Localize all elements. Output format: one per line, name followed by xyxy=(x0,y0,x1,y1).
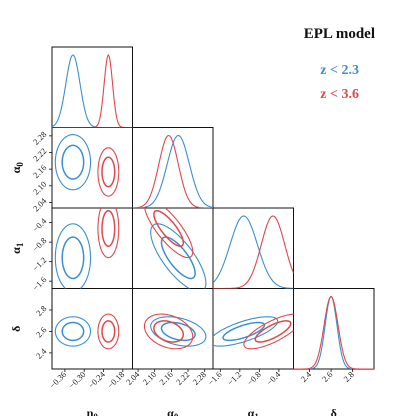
contour-alpha1-delta-1sigma-series-0 xyxy=(222,321,266,342)
contour-alpha0-alpha1-1sigma-series-0 xyxy=(160,236,196,280)
ytick-label-alpha0: 2.28 xyxy=(31,129,49,147)
panel-alpha0-alpha0 xyxy=(132,127,214,209)
marginal-delta-series-0 xyxy=(293,295,374,369)
ytick-label-alpha0: 2.22 xyxy=(31,146,49,164)
ylabel-alpha0: α0 xyxy=(9,162,25,174)
ytick-label-delta: 2.4 xyxy=(34,346,49,361)
panel-eta0-eta0 xyxy=(51,46,133,128)
ytick-label-delta: 2.6 xyxy=(34,325,49,340)
contour-alpha1-delta-1sigma-series-1 xyxy=(254,320,292,343)
ytick-label-alpha0: 2.16 xyxy=(31,162,49,180)
xtick-label-alpha0: 2.10 xyxy=(141,369,159,387)
contour-alpha0-delta-2sigma-series-1 xyxy=(143,313,194,350)
xtick-label-eta0: −0.36 xyxy=(47,369,68,390)
chart-title: EPL model xyxy=(304,26,375,42)
marginal-eta0-series-0 xyxy=(52,54,133,128)
legend: z < 2.3 z < 3.6 xyxy=(320,63,359,102)
contour-alpha0-alpha1-1sigma-series-1 xyxy=(153,209,185,247)
axis-labels-layer: η0 α0 α1 δ α0 α1 δ xyxy=(9,162,337,416)
contour-eta0-delta-2sigma-series-1 xyxy=(97,313,120,350)
marginal-delta-series-1 xyxy=(293,295,374,369)
xtick-label-alpha1: −1.2 xyxy=(225,369,243,387)
contour-alpha0-delta-1sigma-series-0 xyxy=(160,321,196,342)
marginal-alpha1-series-1 xyxy=(213,215,294,289)
panel-delta-eta0 xyxy=(51,288,133,370)
panel-alpha1-alpha1 xyxy=(212,207,294,289)
ylabel-alpha1: α1 xyxy=(9,242,25,254)
ytick-label-alpha0: 2.04 xyxy=(31,195,49,213)
xlabel-eta0: η0 xyxy=(87,406,99,416)
legend-entry-series-1: z < 3.6 xyxy=(320,87,359,102)
marginal-alpha0-series-1 xyxy=(132,134,213,208)
contour-eta0-alpha0-1sigma-series-0 xyxy=(61,144,85,180)
xtick-label-eta0: −0.30 xyxy=(67,369,88,390)
ytick-label-alpha1: −1.2 xyxy=(30,255,48,273)
contour-eta0-alpha1-1sigma-series-0 xyxy=(61,236,85,280)
contour-eta0-delta-1sigma-series-0 xyxy=(61,321,85,342)
panel-delta-delta xyxy=(293,288,375,370)
contour-alpha1-delta-2sigma-series-0 xyxy=(213,316,279,347)
panel-alpha1-alpha0 xyxy=(132,207,214,289)
xlabel-alpha1: α1 xyxy=(248,406,260,416)
curves-layer xyxy=(52,54,374,369)
contour-alpha0-delta-1sigma-series-1 xyxy=(153,320,185,343)
xtick-label-alpha1: −0.8 xyxy=(245,369,263,387)
marginal-alpha1-series-0 xyxy=(213,215,294,289)
ytick-label-delta: 2.8 xyxy=(34,303,49,318)
marginal-eta0-series-1 xyxy=(52,54,133,128)
contour-eta0-alpha1-1sigma-series-1 xyxy=(101,209,116,247)
xtick-label-eta0: −0.24 xyxy=(86,369,108,391)
contour-eta0-alpha1-2sigma-series-1 xyxy=(97,208,120,259)
ytick-label-alpha1: −1.6 xyxy=(30,275,48,293)
legend-entry-series-0: z < 2.3 xyxy=(320,63,359,78)
xtick-label-delta: 2.8 xyxy=(341,369,356,384)
contour-alpha1-delta-2sigma-series-1 xyxy=(243,313,294,350)
xtick-label-delta: 2.6 xyxy=(320,369,335,384)
ylabel-delta: δ xyxy=(9,326,23,332)
contour-eta0-alpha0-2sigma-series-1 xyxy=(97,147,120,197)
xlabel-alpha0: α0 xyxy=(167,406,179,416)
contour-eta0-delta-2sigma-series-0 xyxy=(54,316,92,347)
ytick-label-alpha1: −0.4 xyxy=(30,215,49,234)
xtick-label-alpha1: −0.4 xyxy=(264,369,283,388)
contour-eta0-alpha0-1sigma-series-1 xyxy=(101,156,116,188)
xtick-label-alpha0: 2.04 xyxy=(124,369,142,387)
contour-eta0-alpha0-2sigma-series-0 xyxy=(54,134,92,191)
contour-alpha0-delta-2sigma-series-0 xyxy=(150,316,207,347)
ytick-label-alpha1: −0.8 xyxy=(30,235,48,253)
ticks-layer: −0.36−0.30−0.24−0.182.04 2.10 2.16 2.22 2.28… xyxy=(30,129,356,390)
xtick-label-alpha0: 2.28 xyxy=(190,369,208,387)
xtick-label-alpha0: 2.16 xyxy=(157,369,175,387)
panel-alpha0-eta0 xyxy=(51,127,133,209)
marginal-alpha0-series-0 xyxy=(132,134,213,208)
contour-eta0-alpha1-2sigma-series-0 xyxy=(54,223,92,289)
ytick-label-alpha0: 2.10 xyxy=(31,179,49,197)
contour-alpha0-alpha1-2sigma-series-1 xyxy=(144,208,194,259)
xtick-label-alpha1: −1.6 xyxy=(206,369,224,387)
xtick-label-alpha0: 2.22 xyxy=(174,369,192,387)
xtick-label-delta: 2.4 xyxy=(298,369,313,384)
contour-alpha0-alpha1-2sigma-series-0 xyxy=(150,223,207,289)
xlabel-delta: δ xyxy=(331,406,337,416)
contour-eta0-delta-1sigma-series-1 xyxy=(101,320,116,343)
